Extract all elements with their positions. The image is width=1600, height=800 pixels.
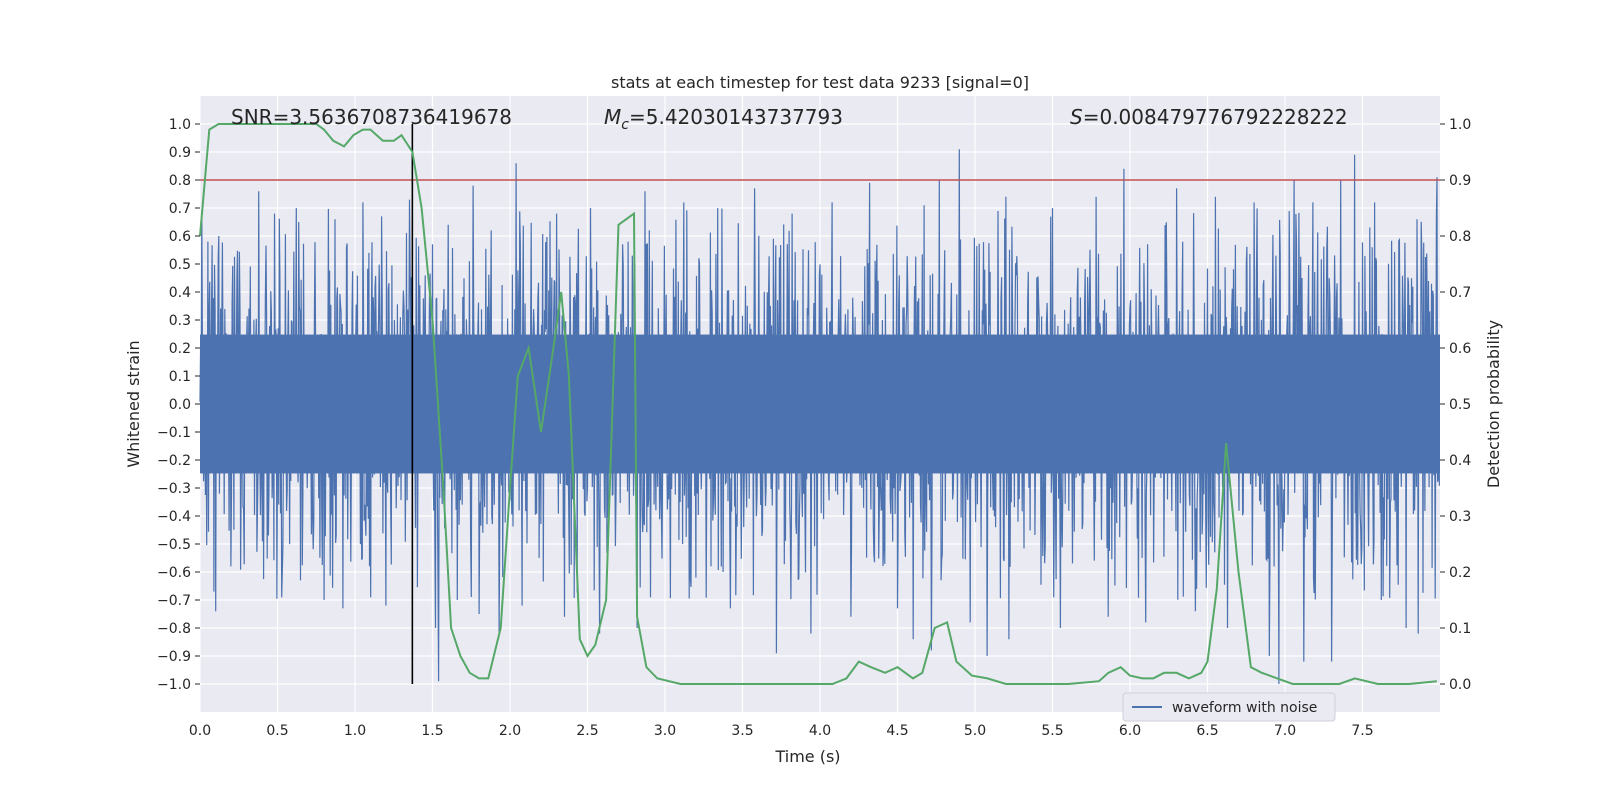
x-tick-label: 6.0 <box>1119 723 1141 739</box>
y2-tick-label: 0.2 <box>1449 565 1471 581</box>
snr-annotation: SNR=3.5636708736419678 <box>231 105 512 129</box>
y-tick-label: 0.7 <box>169 201 191 217</box>
y2-tick-label: 0.1 <box>1449 621 1471 637</box>
score-annotation: S=0.008479776792228222 <box>1070 105 1348 129</box>
y2-axis-ticks: 1.0 0.9 0.8 0.7 0.6 0.5 0.4 0.3 0.2 0.1 0.0 <box>1440 117 1471 693</box>
x-tick-label: 1.5 <box>421 723 443 739</box>
legend-box <box>1122 692 1336 722</box>
y-tick-label: −0.1 <box>157 425 191 441</box>
x-tick-label: 0.0 <box>189 723 211 739</box>
y-axis-title: Whitened strain <box>124 340 143 467</box>
y-tick-label: 0.3 <box>169 313 191 329</box>
x-tick-label: 6.5 <box>1196 723 1218 739</box>
y2-tick-label: 0.0 <box>1449 677 1471 693</box>
waveform-series <box>199 149 1440 685</box>
y-tick-label: 0.2 <box>169 341 191 357</box>
y2-tick-label: 0.5 <box>1449 397 1471 413</box>
y-tick-label: −0.5 <box>157 537 191 553</box>
y-tick-label: 0.5 <box>169 257 191 273</box>
y-tick-label: 1.0 <box>169 117 191 133</box>
chart-title: stats at each timestep for test data 923… <box>611 73 1029 92</box>
x-tick-label: 3.0 <box>654 723 676 739</box>
y2-axis-title: Detection probability <box>1484 320 1503 488</box>
x-tick-label: 4.0 <box>809 723 831 739</box>
x-axis-title: Time (s) <box>774 747 840 766</box>
y2-tick-label: 0.8 <box>1449 229 1471 245</box>
y-tick-label: −0.9 <box>157 649 191 665</box>
y-tick-label: −0.2 <box>157 453 191 469</box>
y-tick-label: 0.6 <box>169 229 191 245</box>
legend: waveform with noise <box>1122 692 1336 722</box>
y-tick-label: −0.4 <box>157 509 191 525</box>
x-tick-label: 1.0 <box>344 723 366 739</box>
legend-label: waveform with noise <box>1172 700 1317 716</box>
probability-line <box>199 123 1437 685</box>
y2-tick-label: 1.0 <box>1449 117 1471 133</box>
y-tick-label: −0.3 <box>157 481 191 497</box>
x-tick-label: 2.0 <box>499 723 521 739</box>
y-tick-label: −1.0 <box>157 677 191 693</box>
x-tick-label: 3.5 <box>731 723 753 739</box>
x-axis-ticks: 0.0 0.5 1.0 1.5 2.0 2.5 3.0 3.5 4.0 4.5 5.0 5.5 6.0 6… <box>189 723 1374 739</box>
waveform-core-band <box>200 334 1440 474</box>
probability-series <box>199 123 1437 685</box>
x-tick-label: 2.5 <box>576 723 598 739</box>
y2-tick-label: 0.9 <box>1449 173 1471 189</box>
y-tick-label: 0.8 <box>169 173 191 189</box>
x-tick-label: 5.0 <box>964 723 986 739</box>
y-tick-label: 0.0 <box>169 397 191 413</box>
y2-tick-label: 0.4 <box>1449 453 1471 469</box>
x-tick-label: 0.5 <box>266 723 288 739</box>
y-tick-label: 0.9 <box>169 145 191 161</box>
y-tick-label: 0.1 <box>169 369 191 385</box>
y2-tick-label: 0.6 <box>1449 341 1471 357</box>
x-tick-label: 4.5 <box>886 723 908 739</box>
y2-tick-label: 0.3 <box>1449 509 1471 525</box>
x-tick-label: 5.5 <box>1041 723 1063 739</box>
y-tick-label: −0.6 <box>157 565 191 581</box>
chirp-mass-annotation: Mc=5.42030143737793 <box>604 105 843 133</box>
y-tick-label: 0.4 <box>169 285 191 301</box>
y-axis-ticks: 1.0 0.9 0.8 0.7 0.6 0.5 0.4 0.3 0.2 0.1 0.0 −0.1 −0.… <box>157 117 200 693</box>
y2-tick-label: 0.7 <box>1449 285 1471 301</box>
y-tick-label: −0.8 <box>157 621 191 637</box>
x-tick-label: 7.0 <box>1274 723 1296 739</box>
x-tick-label: 7.5 <box>1351 723 1373 739</box>
y-tick-label: −0.7 <box>157 593 191 609</box>
